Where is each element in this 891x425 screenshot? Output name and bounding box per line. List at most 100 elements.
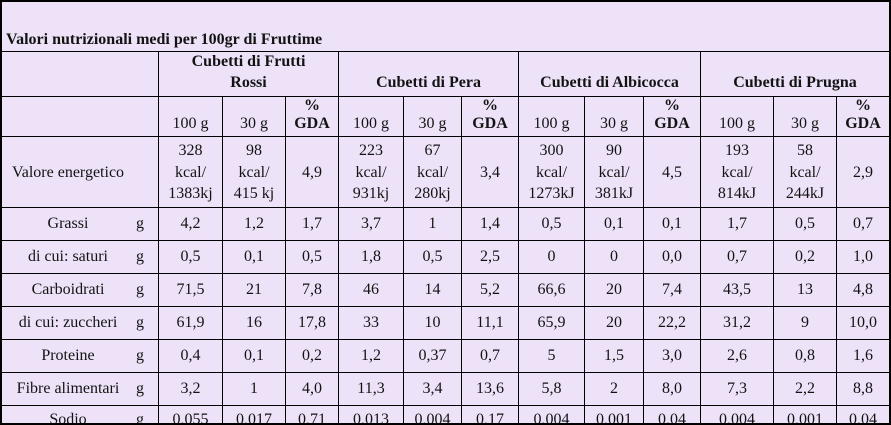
value-cell: 7,3	[700, 373, 773, 407]
value-cell: 0,7	[700, 241, 773, 275]
value-cell: 61,9	[158, 307, 222, 341]
row-unit: g	[136, 215, 144, 233]
value-cell: 2,5	[461, 241, 518, 275]
value-cell: 2,6	[700, 340, 773, 374]
value-cell: 223 kcal/ 931kj	[338, 137, 403, 209]
value-cell: 31,2	[700, 307, 773, 341]
value-cell: 1	[403, 208, 461, 242]
value-cell: 0,004	[518, 406, 584, 423]
value-cell: 11,1	[461, 307, 518, 341]
value-cell: 0,017	[222, 406, 285, 423]
value-cell: 17,8	[285, 307, 338, 341]
row-label-cell: Grassi g	[2, 208, 158, 242]
value-cell: 13,6	[461, 373, 518, 407]
value-cell: 300 kcal/ 1273kJ	[518, 137, 584, 209]
value-cell: 4,2	[158, 208, 222, 242]
row-unit: g	[136, 314, 144, 332]
row-unit: g	[136, 281, 144, 299]
value-cell: 1,2	[222, 208, 285, 242]
row-label-cell: di cui: zuccheri g	[2, 307, 158, 341]
value-cell: 8,8	[836, 373, 889, 407]
row-fibre-alimentari: Fibre alimentari g 3,2 1 4,0 11,3 3,4 13…	[2, 373, 889, 407]
row-sodio: Sodio g 0,055 0,017 0,71 0,013 0,004 0,1…	[2, 406, 889, 425]
row-unit: g	[136, 411, 144, 425]
value-cell: 1,5	[584, 340, 643, 374]
value-cell: 3,0	[643, 340, 700, 374]
value-cell: 4,5	[643, 137, 700, 209]
value-cell: 0,1	[643, 208, 700, 242]
value-cell: 1,0	[836, 241, 889, 275]
value-cell: 46	[338, 274, 403, 308]
value-cell: 14	[403, 274, 461, 308]
value-cell: 1,7	[700, 208, 773, 242]
value-cell: 8,0	[643, 373, 700, 407]
col-header-100g: 100 g	[700, 96, 773, 138]
value-cell: 0,0	[643, 241, 700, 275]
value-cell: 0	[518, 241, 584, 275]
value-cell: 0,5	[403, 241, 461, 275]
row-label-cell: Fibre alimentari g	[2, 373, 158, 407]
value-cell: 65,9	[518, 307, 584, 341]
group-header-row: Cubetti di Frutti Rossi Cubetti di Pera …	[2, 52, 889, 97]
row-unit: g	[136, 248, 144, 266]
value-cell: 7,8	[285, 274, 338, 308]
col-header-gda: % GDA	[285, 96, 338, 138]
value-cell: 11,3	[338, 373, 403, 407]
value-cell: 3,7	[338, 208, 403, 242]
col-header-gda: % GDA	[461, 96, 518, 138]
value-cell: 1,7	[285, 208, 338, 242]
value-cell: 71,5	[158, 274, 222, 308]
value-cell: 0	[584, 241, 643, 275]
value-cell: 0,2	[773, 241, 836, 275]
value-cell: 5,2	[461, 274, 518, 308]
value-cell: 1,6	[836, 340, 889, 374]
value-cell: 0,17	[461, 406, 518, 423]
value-cell: 0,5	[518, 208, 584, 242]
group-header-albicocca: Cubetti di Albicocca	[518, 52, 700, 97]
value-cell: 0,013	[338, 406, 403, 423]
value-cell: 10	[403, 307, 461, 341]
row-label: Proteine	[41, 347, 95, 365]
row-valore-energetico: Valore energetico 328 kcal/ 1383kj 98 kc…	[2, 137, 889, 209]
row-label-cell: Sodio g	[2, 406, 158, 425]
row-di-cui-saturi: di cui: saturi g 0,5 0,1 0,5 1,8 0,5 2,5…	[2, 241, 889, 275]
value-cell: 2	[584, 373, 643, 407]
corner-cell	[2, 97, 158, 138]
col-header-30g: 30 g	[773, 96, 836, 138]
col-header-30g: 30 g	[584, 96, 643, 138]
row-proteine: Proteine g 0,4 0,1 0,2 1,2 0,37 0,7 5 1,…	[2, 340, 889, 374]
value-cell: 58 kcal/ 244kJ	[773, 137, 836, 209]
value-cell: 0,8	[773, 340, 836, 374]
value-cell: 1,4	[461, 208, 518, 242]
col-header-100g: 100 g	[158, 96, 222, 138]
value-cell: 0,004	[403, 406, 461, 423]
row-label: di cui: zuccheri	[18, 314, 118, 332]
row-label: Carboidrati	[31, 281, 105, 299]
title-row: Valori nutrizionali medi per 100gr di Fr…	[2, 2, 889, 52]
value-cell: 4,8	[836, 274, 889, 308]
row-carboidrati: Carboidrati g 71,5 21 7,8 46 14 5,2 66,6…	[2, 274, 889, 308]
value-cell: 0,004	[700, 406, 773, 423]
row-label: Fibre alimentari	[16, 380, 120, 398]
value-cell: 193 kcal/ 814kJ	[700, 137, 773, 209]
value-cell: 0,04	[643, 406, 700, 423]
row-di-cui-zuccheri: di cui: zuccheri g 61,9 16 17,8 33 10 11…	[2, 307, 889, 341]
value-cell: 0,7	[461, 340, 518, 374]
col-header-30g: 30 g	[222, 96, 285, 138]
row-label: Sodio	[49, 411, 87, 425]
value-cell: 1,8	[338, 241, 403, 275]
value-cell: 5	[518, 340, 584, 374]
value-cell: 7,4	[643, 274, 700, 308]
row-label-cell: Carboidrati g	[2, 274, 158, 308]
value-cell: 67 kcal/ 280kj	[403, 137, 461, 209]
value-cell: 90 kcal/ 381kJ	[584, 137, 643, 209]
col-header-100g: 100 g	[338, 96, 403, 138]
group-header-prugna: Cubetti di Prugna	[700, 52, 889, 97]
value-cell: 10,0	[836, 307, 889, 341]
value-cell: 0,001	[773, 406, 836, 423]
col-header-gda: % GDA	[643, 96, 700, 138]
value-cell: 0,5	[773, 208, 836, 242]
table-title: Valori nutrizionali medi per 100gr di Fr…	[2, 2, 889, 52]
